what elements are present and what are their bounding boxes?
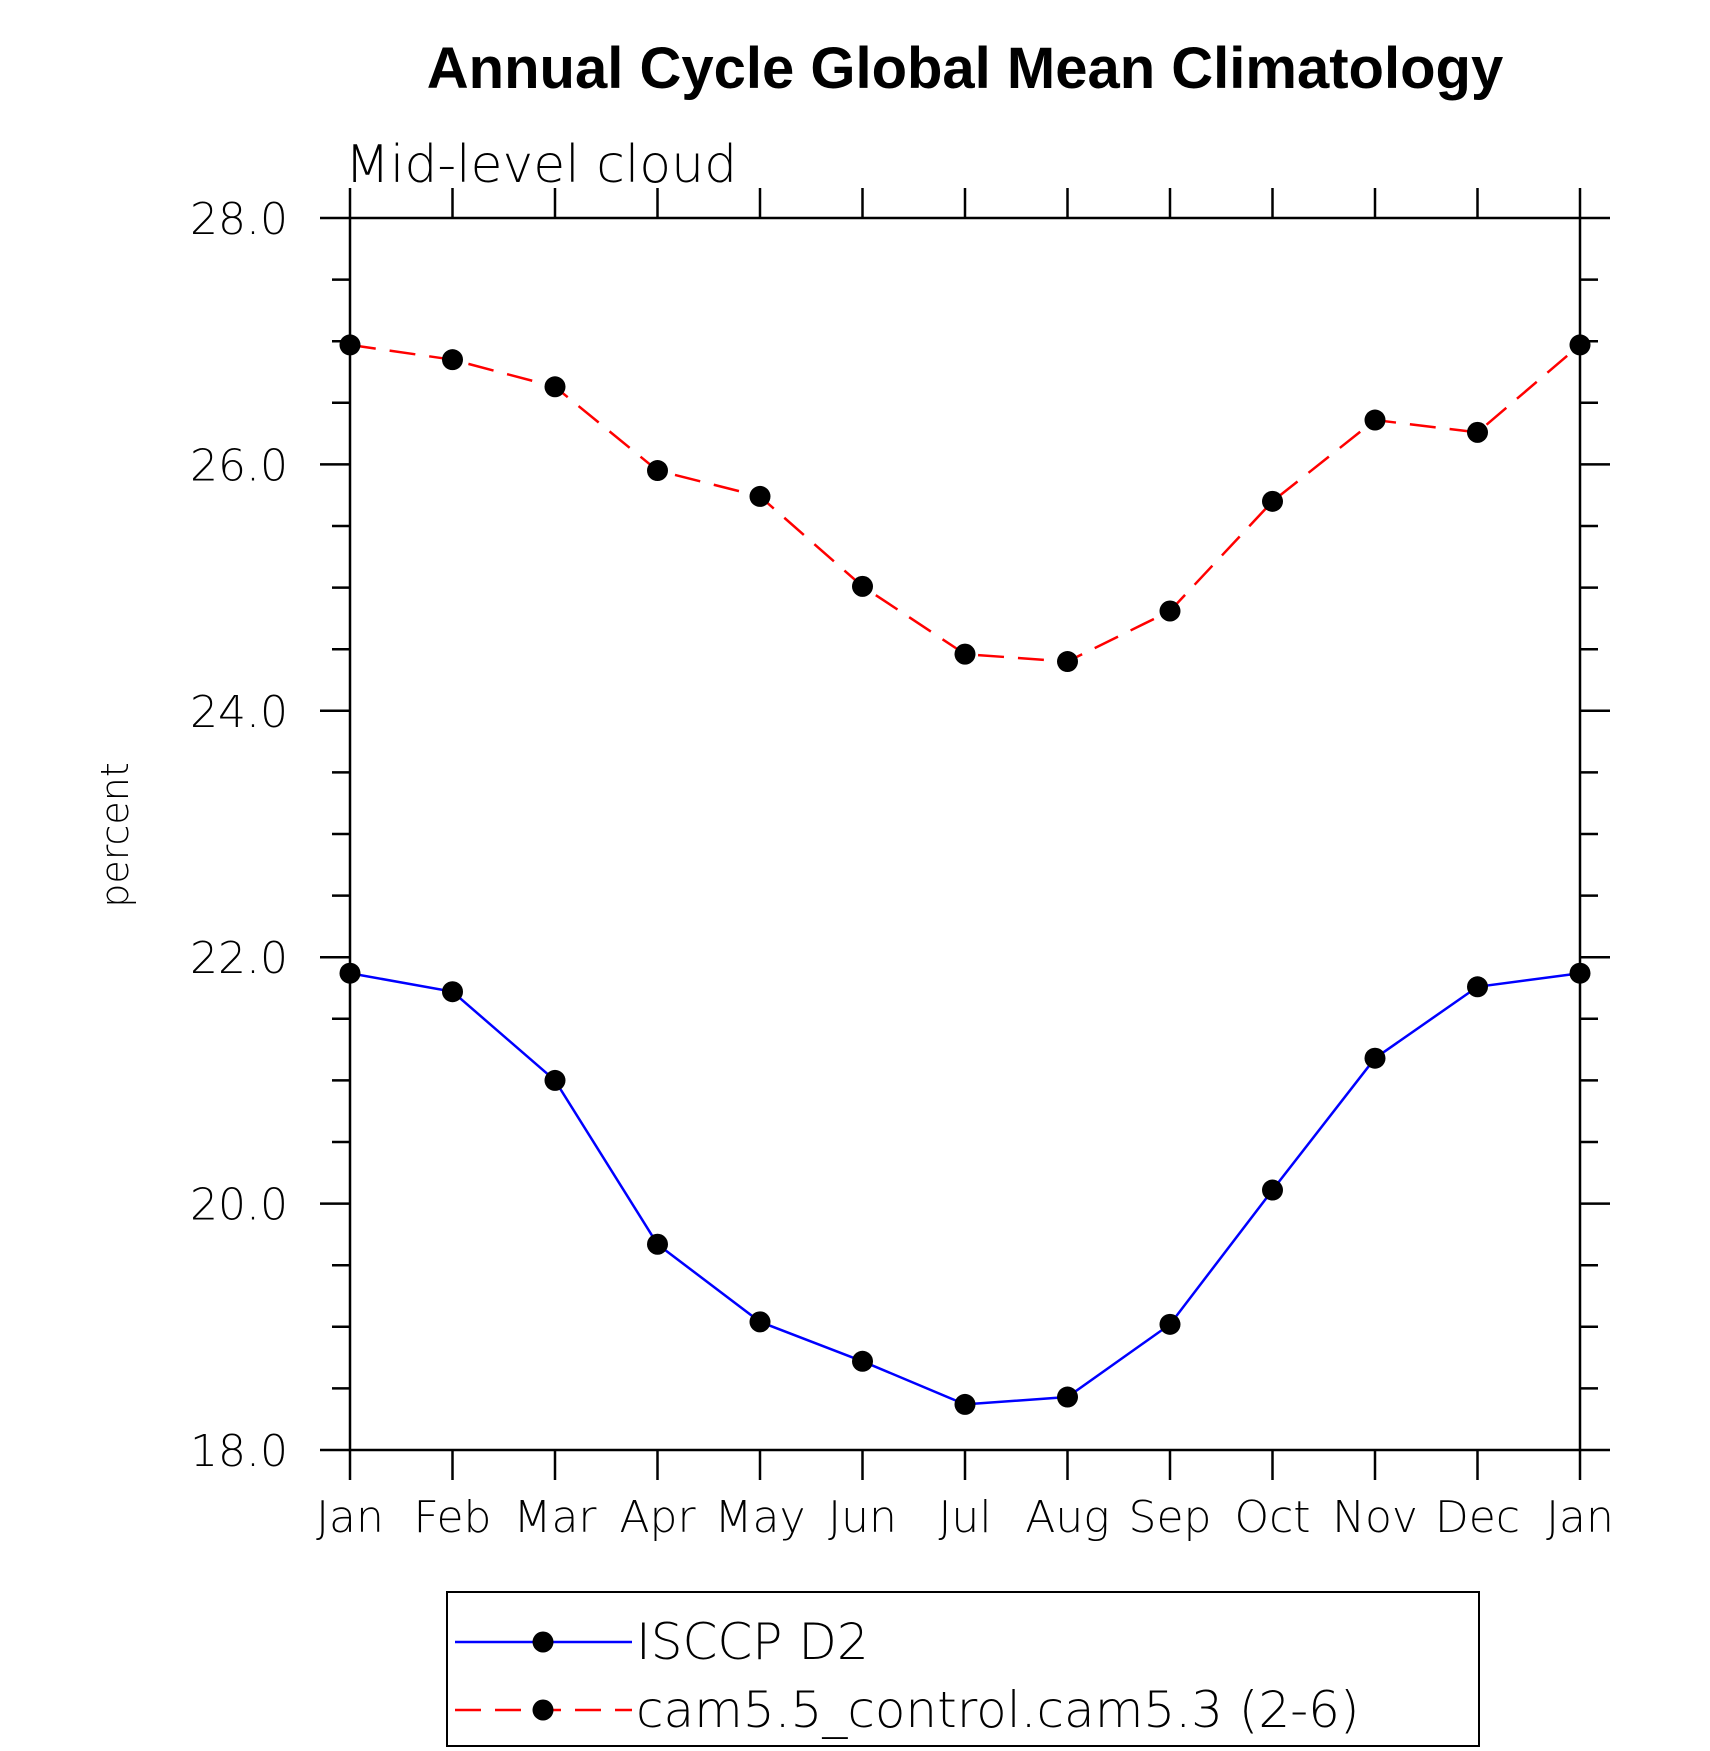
data-point <box>339 334 361 356</box>
chart-title: Annual Cycle Global Mean Climatology <box>427 36 1503 101</box>
x-tick-label: Mar <box>513 1492 597 1543</box>
data-point <box>339 962 361 984</box>
y-axis: 18.0 20.0 22.0 24.0 26.0 28.0 <box>190 194 1610 1477</box>
data-point <box>1159 1313 1181 1335</box>
y-tick-label: 28.0 <box>190 194 288 245</box>
y-tick-label: 26.0 <box>190 440 288 491</box>
data-point <box>1569 334 1591 356</box>
x-tick-label: Nov <box>1332 1492 1418 1543</box>
data-point <box>1467 976 1488 998</box>
data-point <box>1569 962 1591 984</box>
legend: ISCCP D2 cam5.5_control.cam5.3 (2-6) <box>455 1613 1360 1739</box>
data-point <box>647 1233 668 1255</box>
data-point <box>1262 1179 1283 1201</box>
data-point <box>749 1311 771 1333</box>
x-tick-label: Feb <box>414 1492 492 1543</box>
legend-box <box>446 1591 1480 1747</box>
x-tick-label: Jun <box>828 1492 897 1543</box>
y-tick-label: 20.0 <box>190 1180 288 1231</box>
x-tick-label: Sep <box>1129 1492 1212 1543</box>
x-tick-label: Jan <box>1546 1492 1614 1543</box>
data-point <box>442 349 463 371</box>
x-tick-label: Apr <box>619 1492 696 1543</box>
legend-marker <box>532 1631 554 1653</box>
data-point <box>852 575 873 597</box>
series-line <box>349 971 1581 1406</box>
x-tick-label: May <box>715 1492 806 1543</box>
series-line <box>349 343 1581 663</box>
data-point <box>1057 651 1078 673</box>
chart-subtitle: Mid-level cloud <box>345 135 737 195</box>
x-tick-label: Dec <box>1435 1492 1520 1543</box>
data-point <box>1364 409 1386 431</box>
data-point <box>544 376 566 398</box>
y-tick-label: 24.0 <box>190 687 288 738</box>
data-point <box>954 1393 976 1415</box>
data-point <box>1057 1386 1078 1408</box>
x-tick-label: Jul <box>938 1492 991 1543</box>
data-point <box>647 460 668 482</box>
x-tick-label: Aug <box>1025 1492 1109 1543</box>
y-axis-label: percent <box>93 762 137 908</box>
legend-marker <box>532 1699 554 1721</box>
series-layer <box>339 334 1591 1415</box>
legend-label: cam5.5_control.cam5.3 (2-6) <box>636 1681 1360 1739</box>
x-tick-label: Oct <box>1234 1492 1310 1543</box>
data-point <box>954 643 976 665</box>
data-point <box>749 485 771 507</box>
data-point <box>852 1350 873 1372</box>
x-tick-label: Jan <box>316 1492 384 1543</box>
x-axis: Jan Feb Mar Apr May Jun Jul Aug Sep Oct Nov Dec Jan <box>316 188 1614 1543</box>
data-point <box>1159 600 1181 622</box>
plot-frame <box>348 216 1582 1452</box>
data-point <box>1467 421 1488 443</box>
data-point <box>442 981 463 1003</box>
data-point <box>1262 490 1283 512</box>
y-tick-label: 18.0 <box>190 1426 288 1477</box>
data-point <box>1364 1047 1386 1069</box>
data-point <box>544 1069 566 1091</box>
y-tick-label: 22.0 <box>190 933 288 984</box>
legend-label: ISCCP D2 <box>636 1613 869 1671</box>
